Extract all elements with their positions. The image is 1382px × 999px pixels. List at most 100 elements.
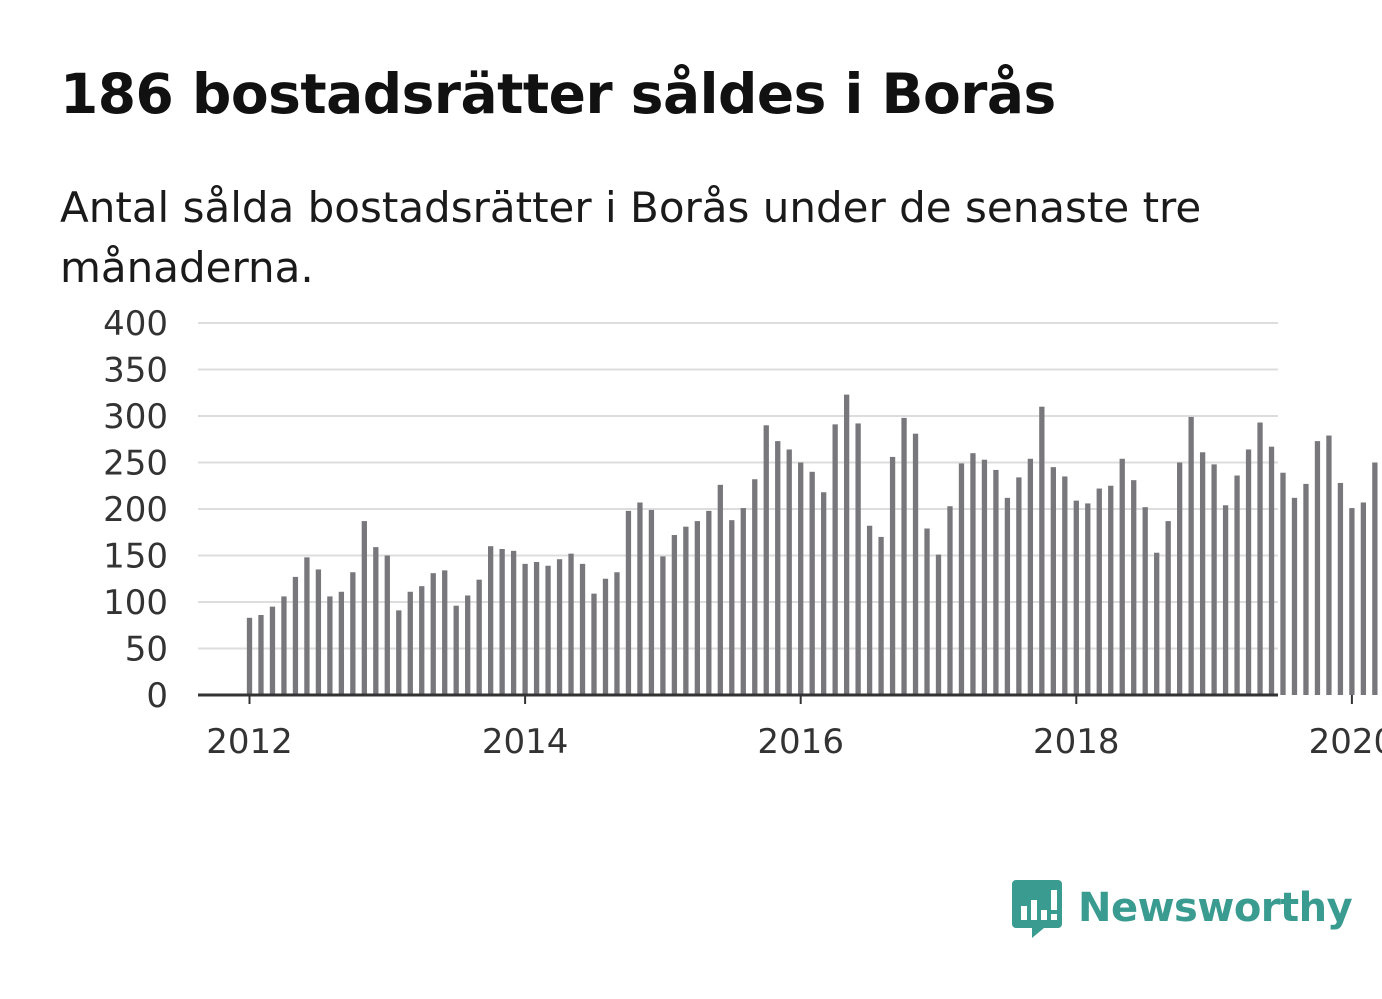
bar bbox=[878, 536, 884, 695]
x-tick-label: 2018 bbox=[1033, 722, 1120, 762]
bar bbox=[1245, 449, 1252, 695]
bar bbox=[1222, 505, 1229, 695]
bar bbox=[1016, 477, 1022, 695]
bar bbox=[958, 463, 965, 695]
bar bbox=[706, 510, 712, 695]
gridlines bbox=[198, 322, 1278, 650]
bar bbox=[648, 509, 655, 695]
x-tick-label: 2016 bbox=[757, 722, 844, 762]
bar bbox=[269, 606, 276, 695]
bar bbox=[1268, 446, 1275, 695]
bar bbox=[545, 565, 551, 695]
bar bbox=[327, 596, 333, 695]
bar bbox=[1199, 452, 1206, 695]
bar bbox=[510, 550, 517, 695]
bar bbox=[993, 469, 999, 695]
bar-chart: 0 50 100 150 200 250 300 350 400 2012 2014 2016 201… bbox=[103, 304, 1382, 762]
x-tick-label: 2020 bbox=[1309, 722, 1382, 762]
bar bbox=[1073, 500, 1079, 695]
bar bbox=[683, 526, 689, 695]
bar bbox=[1062, 476, 1068, 695]
bar bbox=[1039, 406, 1045, 695]
bar bbox=[1177, 462, 1183, 695]
y-tick-label: 250 bbox=[103, 444, 168, 484]
bar bbox=[660, 556, 666, 695]
bar bbox=[602, 578, 609, 695]
brand-logo: Newsworthy bbox=[1010, 876, 1353, 940]
bar bbox=[522, 563, 528, 695]
bar bbox=[384, 555, 390, 695]
bar bbox=[556, 559, 563, 695]
bar bbox=[1142, 507, 1148, 695]
y-tick-label: 0 bbox=[146, 676, 168, 716]
bar bbox=[832, 424, 838, 695]
bar bbox=[1004, 497, 1011, 695]
bar bbox=[350, 572, 356, 695]
page-title: 186 bostadsrätter såldes i Borås bbox=[60, 62, 1056, 126]
bar bbox=[281, 596, 287, 695]
bar bbox=[901, 417, 907, 695]
bar bbox=[579, 563, 586, 695]
bar bbox=[488, 546, 494, 695]
bar bbox=[246, 617, 253, 695]
bar bbox=[786, 449, 792, 695]
bar bbox=[694, 521, 700, 695]
bar bbox=[775, 441, 781, 695]
bar bbox=[947, 506, 953, 695]
bar bbox=[752, 479, 758, 695]
bar bbox=[717, 484, 723, 695]
bar bbox=[970, 453, 976, 695]
y-tick-label: 200 bbox=[103, 490, 168, 530]
bar bbox=[924, 528, 930, 695]
bar bbox=[981, 459, 988, 695]
bar bbox=[1360, 502, 1367, 695]
y-tick-label: 300 bbox=[103, 397, 168, 437]
page-subtitle: Antal sålda bostadsrätter i Borås under … bbox=[60, 183, 1202, 292]
bar bbox=[935, 554, 942, 695]
bar bbox=[912, 433, 919, 695]
bar bbox=[637, 502, 643, 695]
bar bbox=[1280, 472, 1286, 695]
bar bbox=[499, 548, 505, 695]
bar bbox=[453, 605, 459, 695]
bar bbox=[373, 547, 379, 695]
bar bbox=[798, 462, 804, 695]
bar bbox=[809, 471, 815, 695]
bar bbox=[442, 570, 448, 695]
bar bbox=[843, 394, 850, 695]
bar bbox=[1257, 422, 1263, 695]
x-tick-label: 2014 bbox=[482, 722, 569, 762]
bar bbox=[407, 591, 413, 695]
bar bbox=[1108, 485, 1114, 695]
y-tick-label: 50 bbox=[125, 630, 168, 670]
bar bbox=[855, 423, 861, 695]
bar bbox=[430, 573, 436, 695]
bar bbox=[396, 610, 402, 695]
bar bbox=[476, 579, 482, 695]
bar bbox=[821, 492, 827, 695]
bar bbox=[1131, 480, 1137, 695]
bar bbox=[1349, 508, 1355, 695]
bar bbox=[1119, 458, 1125, 695]
y-tick-label: 150 bbox=[103, 537, 168, 577]
bar bbox=[1085, 503, 1091, 695]
bar bbox=[1291, 497, 1298, 695]
bar bbox=[1372, 462, 1378, 695]
x-tick-label: 2012 bbox=[206, 722, 293, 762]
bar bbox=[258, 615, 264, 695]
bar bbox=[292, 576, 299, 695]
bar bbox=[889, 456, 896, 695]
bar bbox=[763, 425, 769, 695]
bar-series bbox=[246, 394, 1378, 695]
bar bbox=[465, 595, 471, 695]
brand-name: Newsworthy bbox=[1078, 885, 1353, 931]
bar bbox=[625, 510, 632, 695]
bar bbox=[1188, 416, 1194, 695]
bar bbox=[315, 569, 322, 695]
y-axis-labels: 0 50 100 150 200 250 300 350 400 bbox=[103, 304, 168, 716]
bar bbox=[1050, 467, 1056, 695]
bar bbox=[1211, 464, 1217, 695]
bar bbox=[304, 557, 310, 695]
bar bbox=[1096, 488, 1102, 695]
x-axis-labels: 20122014201620182020202220242026 bbox=[206, 695, 1382, 762]
